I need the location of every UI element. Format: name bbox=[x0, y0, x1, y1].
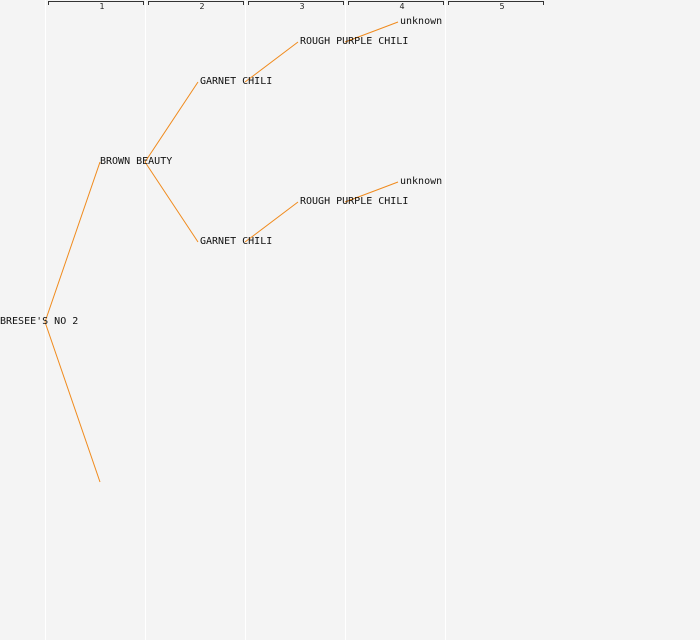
column-divider bbox=[245, 0, 246, 640]
generation-label-1: 1 bbox=[99, 2, 105, 11]
edge-root-parent-2 bbox=[44, 321, 101, 483]
generation-bracket-2 bbox=[148, 1, 244, 5]
edge-parent-grandparent-2 bbox=[144, 161, 199, 243]
edge-grandparent-great-1 bbox=[244, 41, 299, 83]
node-great-grandparent-1[interactable]: ROUGH PURPLE CHILI bbox=[300, 36, 409, 47]
node-grandparent-2[interactable]: GARNET CHILI bbox=[200, 236, 273, 247]
edge-great-ancestor-1 bbox=[344, 21, 399, 43]
column-divider bbox=[145, 0, 146, 640]
node-parent-1[interactable]: BROWN BEAUTY bbox=[100, 156, 173, 167]
edge-root-parent-1 bbox=[44, 161, 101, 323]
edge-parent-grandparent-1 bbox=[144, 81, 199, 163]
generation-label-4: 4 bbox=[399, 2, 405, 11]
column-divider bbox=[445, 0, 446, 640]
node-root[interactable]: BRESEE'S NO 2 bbox=[0, 316, 79, 327]
generation-label-2: 2 bbox=[199, 2, 205, 11]
generation-bracket-3 bbox=[248, 1, 344, 5]
node-grandparent-1[interactable]: GARNET CHILI bbox=[200, 76, 273, 87]
edge-grandparent-great-2 bbox=[244, 201, 299, 243]
node-great-grandparent-2[interactable]: ROUGH PURPLE CHILI bbox=[300, 196, 409, 207]
generation-label-3: 3 bbox=[299, 2, 305, 11]
generation-label-5: 5 bbox=[499, 2, 505, 11]
column-divider bbox=[345, 0, 346, 640]
edge-great-ancestor-2 bbox=[344, 181, 399, 203]
generation-bracket-1 bbox=[48, 1, 144, 5]
node-ancestor-1[interactable]: unknown bbox=[400, 16, 443, 27]
node-ancestor-2[interactable]: unknown bbox=[400, 176, 443, 187]
generation-bracket-5 bbox=[448, 1, 544, 5]
generation-bracket-4 bbox=[348, 1, 444, 5]
